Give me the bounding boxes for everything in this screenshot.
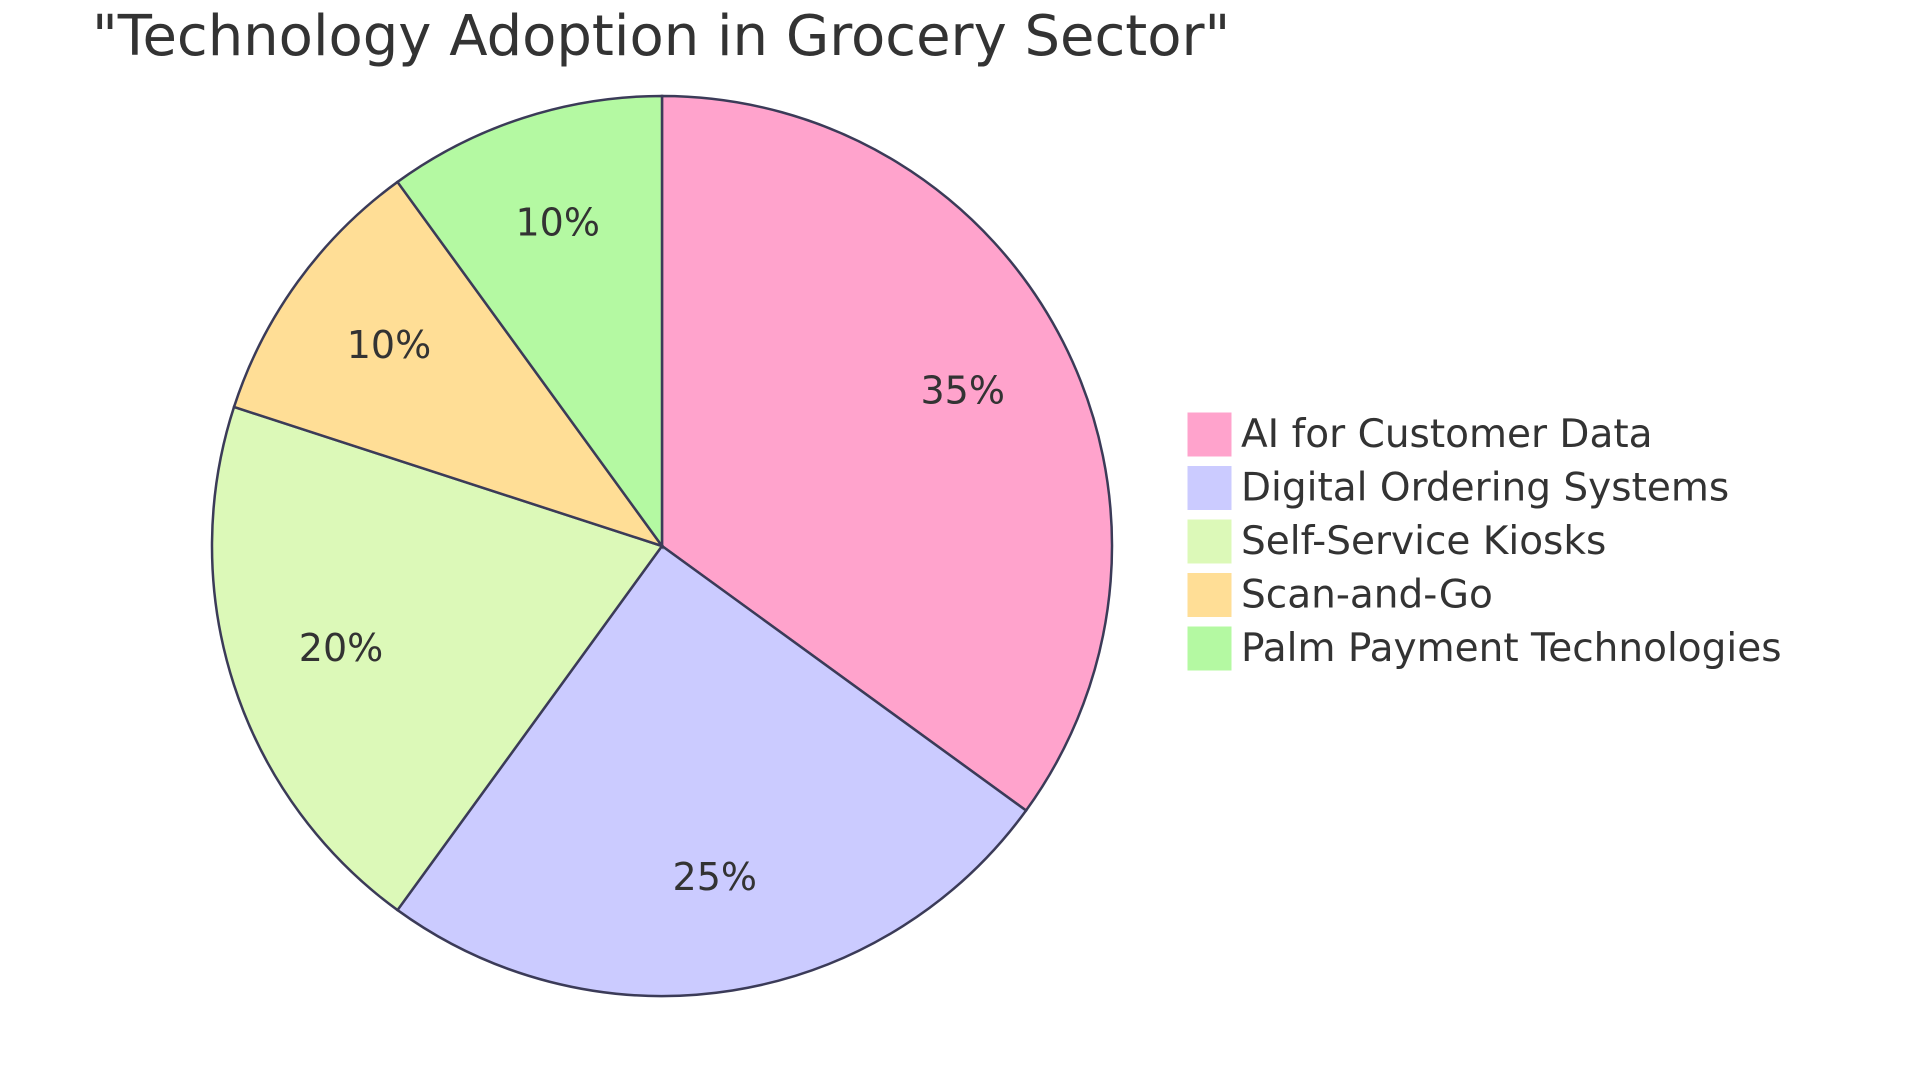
chart-title: "Technology Adoption in Grocery Sector": [92, 4, 1230, 69]
legend-label: AI for Customer Data: [1241, 412, 1653, 457]
legend-swatch: [1186, 572, 1233, 618]
legend-label: Scan-and-Go: [1241, 573, 1493, 618]
value-label: 20%: [299, 626, 383, 670]
pie-slice: [395, 94, 664, 550]
pie-slice: [210, 405, 665, 912]
legend-swatch: [1186, 518, 1233, 565]
value-label: 25%: [673, 855, 757, 899]
legend-label: Palm Payment Technologies: [1241, 626, 1782, 671]
value-label: 35%: [920, 368, 1004, 412]
value-label: 10%: [515, 201, 599, 245]
value-label: 10%: [347, 323, 431, 367]
pie-slice: [232, 180, 666, 549]
legend-label: Digital Ordering Systems: [1241, 466, 1729, 511]
legend-swatch: [1186, 465, 1233, 511]
legend-swatch: [1186, 625, 1233, 672]
pie-slice: [660, 94, 1114, 813]
legend-swatch: [1186, 411, 1233, 458]
pie-slice: [395, 544, 1028, 998]
legend-label: Self-Service Kiosks: [1241, 519, 1606, 564]
